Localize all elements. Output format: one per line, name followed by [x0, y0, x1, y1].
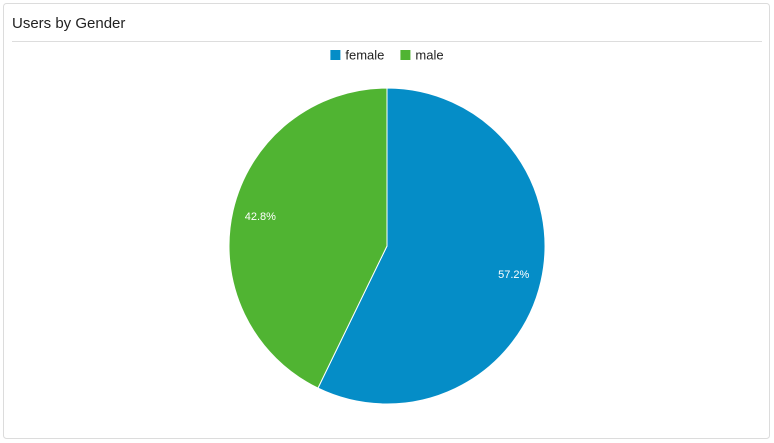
legend-item: female	[330, 47, 384, 62]
legend-item: male	[400, 47, 444, 62]
legend-swatch	[330, 50, 341, 60]
pie-slice	[228, 87, 388, 389]
chart-title: Users by Gender	[12, 15, 125, 32]
legend-label: female	[345, 47, 384, 62]
slice-label: 57.2%	[498, 269, 529, 281]
pie: 57.2% 42.8%	[228, 87, 546, 405]
legend-label: male	[415, 47, 443, 62]
legend-swatch	[400, 50, 411, 60]
pie-slice	[317, 87, 546, 405]
legend: female male	[330, 47, 444, 62]
slice-label: 42.8%	[245, 211, 276, 223]
